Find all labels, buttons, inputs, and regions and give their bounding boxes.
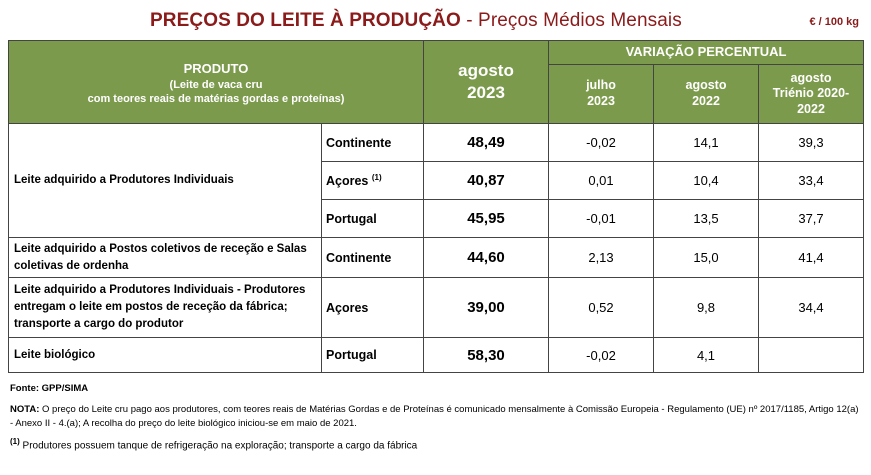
- header-variacao: VARIAÇÃO PERCENTUAL: [547, 40, 865, 65]
- var-cell: 39,3: [757, 123, 865, 162]
- row-group-label: Leite biológico: [8, 337, 322, 373]
- table-row: Portugal 45,95 -0,01 13,5 37,7: [9, 199, 865, 238]
- var-cell: 9,8: [653, 277, 759, 338]
- table-row: Leite biológico Portugal 58,30 -0,02 4,1: [8, 337, 865, 373]
- var-cell: 4,1: [653, 337, 759, 373]
- price-table: PRODUTO (Leite de vaca cru com teores rea…: [8, 40, 865, 373]
- var-cell: 37,7: [757, 199, 865, 238]
- var-cell: 14,1: [653, 123, 759, 162]
- unit-label: € / 100 kg: [809, 16, 859, 28]
- row-group-label: Leite adquirido a Produtores Individuais: [8, 123, 322, 238]
- title-rest: - Preços Médios Mensais: [460, 10, 682, 31]
- header-col-julho-2023: julho 2023: [548, 64, 654, 124]
- source-note: Fonte: GPP/SIMA: [10, 383, 89, 394]
- var-cell: 0,01: [548, 161, 654, 200]
- footnote-marker: (1): [371, 172, 382, 182]
- header-current-period: agosto 2023: [423, 40, 549, 124]
- var-cell: 41,4: [757, 237, 865, 278]
- footnote: (1) Produtores possuem tanque de refrige…: [10, 437, 418, 452]
- table-row: Leite adquirido a Produtores Individuais…: [8, 123, 865, 238]
- price-cell: 40,87: [423, 161, 549, 200]
- region-cell: Açores: [321, 277, 424, 338]
- var-cell: 13,5: [653, 199, 759, 238]
- region-cell: Portugal: [321, 199, 424, 238]
- header-produto: PRODUTO (Leite de vaca cru com teores rea…: [8, 40, 424, 124]
- var-cell: 2,13: [548, 237, 654, 278]
- table-row: Leite adquirido a Postos coletivos de re…: [8, 237, 865, 278]
- price-cell: 58,30: [423, 337, 549, 373]
- price-cell: 48,49: [423, 123, 549, 162]
- header-col-trienio: agosto Triénio 2020- 2022: [757, 64, 865, 124]
- header-produto-sub: (Leite de vaca cru com teores reais de ma…: [87, 79, 345, 106]
- region-cell: Portugal: [321, 337, 424, 373]
- region-cell: Continente: [321, 237, 424, 278]
- var-cell: -0,01: [548, 199, 654, 238]
- var-cell: 10,4: [653, 161, 759, 200]
- nota-label: NOTA:: [10, 404, 40, 415]
- var-cell: 15,0: [653, 237, 759, 278]
- price-cell: 44,60: [423, 237, 549, 278]
- nota-text: NOTA: O preço do Leite cru pago aos prod…: [10, 404, 859, 429]
- region-cell: Açores (1): [321, 161, 424, 200]
- var-cell: 34,4: [757, 277, 865, 338]
- var-cell: 0,52: [548, 277, 654, 338]
- var-cell: 33,4: [757, 161, 865, 200]
- var-cell: -0,02: [548, 337, 654, 373]
- table-row: Açores (1) 40,87 0,01 10,4 33,4: [9, 161, 865, 200]
- page-title: PREÇOS DO LEITE À PRODUÇÃO - Preços Médi…: [150, 10, 682, 32]
- region-cell: Continente: [321, 123, 424, 162]
- table-row: Leite adquirido a Produtores Individuais…: [8, 277, 865, 338]
- row-group-label: Leite adquirido a Produtores Individuais…: [8, 277, 322, 338]
- row-group-label: Leite adquirido a Postos coletivos de re…: [8, 237, 322, 278]
- var-cell: -0,02: [548, 123, 654, 162]
- footnote-marker: (1): [10, 437, 20, 446]
- var-cell: [757, 337, 865, 373]
- header-produto-title: PRODUTO: [183, 61, 249, 77]
- title-bold: PREÇOS DO LEITE À PRODUÇÃO: [150, 10, 461, 31]
- price-cell: 45,95: [423, 199, 549, 238]
- header-col-agosto-2022: agosto 2022: [653, 64, 759, 124]
- price-cell: 39,00: [423, 277, 549, 338]
